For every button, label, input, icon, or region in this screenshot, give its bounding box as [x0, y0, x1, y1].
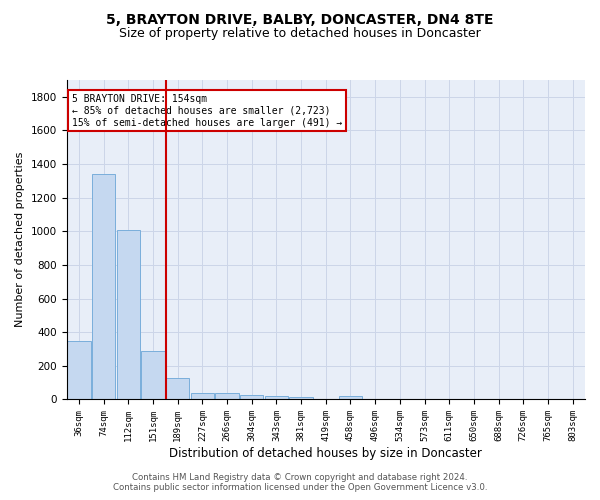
Y-axis label: Number of detached properties: Number of detached properties	[15, 152, 25, 328]
Text: 5, BRAYTON DRIVE, BALBY, DONCASTER, DN4 8TE: 5, BRAYTON DRIVE, BALBY, DONCASTER, DN4 …	[106, 12, 494, 26]
Bar	[116, 230, 140, 400]
Bar	[265, 396, 288, 400]
Bar	[240, 396, 263, 400]
Bar	[67, 340, 91, 400]
Bar	[166, 378, 190, 400]
X-axis label: Distribution of detached houses by size in Doncaster: Distribution of detached houses by size …	[169, 447, 482, 460]
Text: Contains HM Land Registry data © Crown copyright and database right 2024.
Contai: Contains HM Land Registry data © Crown c…	[113, 473, 487, 492]
Bar	[141, 350, 164, 400]
Bar	[339, 396, 362, 400]
Text: 5 BRAYTON DRIVE: 154sqm
← 85% of detached houses are smaller (2,723)
15% of semi: 5 BRAYTON DRIVE: 154sqm ← 85% of detache…	[72, 94, 342, 128]
Text: Size of property relative to detached houses in Doncaster: Size of property relative to detached ho…	[119, 28, 481, 40]
Bar	[191, 392, 214, 400]
Bar	[92, 174, 115, 400]
Bar	[289, 397, 313, 400]
Bar	[215, 392, 239, 400]
